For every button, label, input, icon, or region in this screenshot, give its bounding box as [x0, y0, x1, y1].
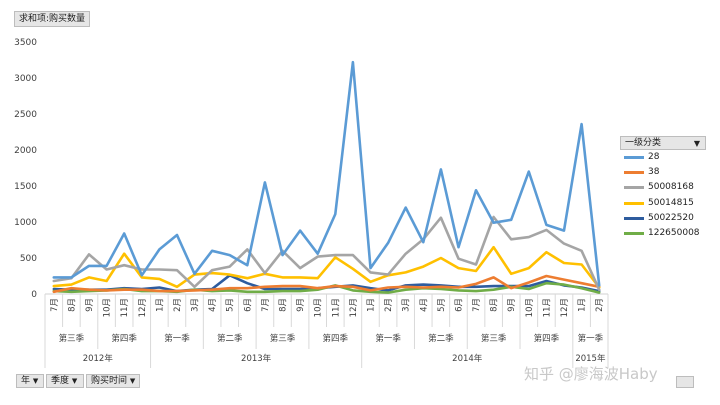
x-tick-label: 9月 [296, 298, 306, 312]
legend-swatch [624, 186, 644, 190]
x-tick-label: 8月 [279, 298, 289, 312]
year-label: 2015年 [575, 353, 606, 364]
quarter-label: 第四季 [111, 333, 137, 344]
legend-item: 28 [620, 150, 706, 165]
legend-swatch [624, 201, 644, 205]
dropdown-arrow-icon: ▼ [693, 139, 700, 148]
series-line-50008168 [52, 215, 601, 292]
x-tick-label: 5月 [437, 298, 447, 312]
y-tick-label: 500 [20, 254, 37, 264]
quarter-label: 第一季 [578, 333, 604, 344]
value-field-button[interactable]: 求和项:购买数量 [14, 11, 91, 27]
x-tick-label: 6月 [454, 298, 464, 312]
series-line-38 [52, 274, 601, 294]
dropdown-arrow-icon: ▼ [32, 377, 39, 385]
legend-item: 38 [620, 165, 706, 180]
x-tick-label: 10月 [525, 298, 535, 317]
quarter-label: 第四季 [534, 333, 560, 344]
legend-label: 28 [648, 152, 660, 162]
quarter-label: 第一季 [375, 333, 401, 344]
dropdown-arrow-icon: ▼ [71, 377, 78, 385]
x-tick-label: 4月 [208, 298, 218, 312]
x-tick-label: 5月 [226, 298, 236, 312]
legend-item: 50014815 [620, 196, 706, 211]
watermark: 知乎 @廖海波Haby [524, 365, 658, 383]
quarter-label: 第三季 [59, 333, 85, 344]
x-tick-label: 10月 [103, 298, 113, 317]
x-tick-label: 10月 [314, 298, 324, 317]
x-tick-label: 11月 [542, 298, 552, 317]
year-filter-button[interactable]: 年 ▼ [16, 374, 44, 388]
y-tick-label: 2500 [14, 110, 37, 120]
y-tick-label: 2000 [14, 146, 37, 156]
quarter-label: 第三季 [270, 333, 296, 344]
purchase-time-filter-button[interactable]: 购买时间 ▼ [86, 374, 140, 388]
legend-swatch [624, 231, 644, 235]
year-label: 2014年 [452, 353, 483, 364]
quarter-label: 第二季 [428, 333, 454, 344]
x-tick-label: 1月 [366, 298, 376, 312]
x-tick-label: 9月 [507, 298, 517, 312]
x-tick-label: 7月 [261, 298, 271, 312]
legend-swatch [624, 171, 644, 175]
x-tick-label: 1月 [578, 298, 588, 312]
x-axis-categories: 7月 8月 9月 10月 11月 12月 1月 2月 3月 4月 5月 6月 7月 8月 9月 10月 11月 1… [50, 298, 605, 317]
x-tick-label: 3月 [402, 298, 412, 312]
x-axis-frame: 第三季 第四季 第一季 第二季 第三季 第四季 第一季 第二季 第三季 第四季 第一季 2012年 20… [44, 293, 609, 368]
quarter-label: 第三季 [481, 333, 507, 344]
corner-button[interactable] [676, 376, 694, 388]
x-tick-label: 1月 [155, 298, 165, 312]
legend-item: 50008168 [620, 180, 706, 195]
quarter-label: 第四季 [323, 333, 349, 344]
x-tick-label: 2月 [595, 298, 605, 312]
legend: 一级分类 ▼ 28 38 50008168 50014815 50022520 12265… [620, 136, 706, 241]
x-tick-label: 12月 [138, 298, 148, 317]
legend-label: 50022520 [648, 212, 694, 223]
x-tick-label: 9月 [85, 298, 95, 312]
x-tick-label: 6月 [243, 298, 253, 312]
dropdown-arrow-icon: ▼ [129, 377, 136, 385]
series-line-50014815 [52, 245, 601, 289]
legend-label: 50014815 [648, 197, 694, 208]
series-line-28 [52, 60, 601, 287]
x-tick-label: 7月 [50, 298, 60, 312]
legend-item: 122650008 [620, 226, 706, 241]
x-tick-label: 3月 [191, 298, 201, 312]
x-tick-label: 12月 [560, 298, 570, 317]
x-tick-label: 4月 [419, 298, 429, 312]
x-tick-label: 2月 [384, 298, 394, 312]
legend-title: 一级分类 [625, 138, 662, 148]
legend-label: 122650008 [648, 227, 700, 238]
year-label: 2013年 [241, 353, 272, 364]
legend-item: 50022520 [620, 211, 706, 226]
x-tick-label: 2月 [173, 298, 183, 312]
legend-swatch [624, 216, 644, 220]
quarter-label: 第一季 [164, 333, 190, 344]
x-tick-label: 8月 [67, 298, 77, 312]
y-tick-label: 1000 [14, 218, 37, 228]
legend-filter-button[interactable]: 一级分类 ▼ [620, 136, 706, 150]
legend-swatch [624, 156, 644, 159]
x-tick-label: 11月 [120, 298, 130, 317]
y-tick-label: 0 [31, 290, 37, 300]
quarter-filter-button[interactable]: 季度 ▼ [46, 374, 84, 388]
series-lines [52, 60, 601, 294]
legend-label: 50008168 [648, 182, 694, 193]
quarter-label: 第二季 [217, 333, 243, 344]
x-tick-label: 12月 [349, 298, 359, 317]
x-tick-label: 8月 [490, 298, 500, 312]
legend-label: 38 [648, 167, 660, 178]
y-tick-label: 3000 [14, 74, 37, 84]
y-tick-label: 3500 [14, 38, 37, 48]
x-tick-label: 11月 [331, 298, 341, 317]
year-label: 2012年 [83, 353, 114, 364]
y-axis-ticks: 0 500 1000 1500 2000 2500 3000 3500 [14, 38, 37, 300]
y-tick-label: 1500 [14, 182, 37, 192]
x-tick-label: 7月 [472, 298, 482, 312]
